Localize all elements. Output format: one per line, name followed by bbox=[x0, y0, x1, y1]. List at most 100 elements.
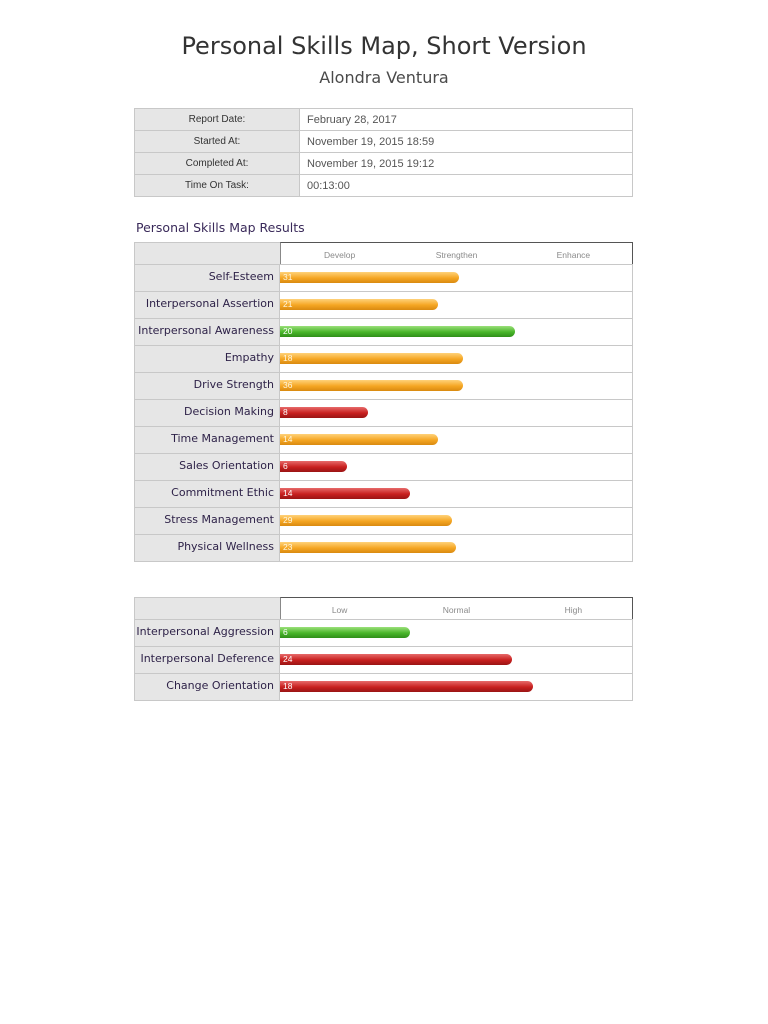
header-label-cell bbox=[134, 242, 281, 265]
skill-name: Interpersonal Awareness bbox=[134, 319, 280, 345]
results-section-title: Personal Skills Map Results bbox=[136, 220, 305, 235]
skill-score: 6 bbox=[283, 461, 288, 471]
skill-row: Change Orientation 18 bbox=[134, 674, 633, 701]
skill-row: Interpersonal Awareness 20 bbox=[134, 319, 633, 346]
info-label: Report Date: bbox=[134, 108, 300, 131]
info-label: Time On Task: bbox=[134, 174, 300, 197]
skill-score: 20 bbox=[283, 326, 293, 336]
skill-bar: 6 bbox=[280, 461, 347, 472]
skill-score: 18 bbox=[283, 681, 293, 691]
bar-area: 31 bbox=[280, 265, 633, 291]
skill-score: 6 bbox=[283, 627, 288, 637]
skill-row: Sales Orientation 6 bbox=[134, 454, 633, 481]
skill-row: Interpersonal Aggression 6 bbox=[134, 619, 633, 647]
info-label: Completed At: bbox=[134, 152, 300, 175]
skill-name: Empathy bbox=[134, 346, 280, 372]
skill-score: 18 bbox=[283, 353, 293, 363]
scale-header: Low Normal High bbox=[134, 597, 633, 620]
interpersonal-style-chart: Low Normal High Interpersonal Aggression 6 In… bbox=[134, 597, 633, 701]
skill-bar: 20 bbox=[280, 326, 515, 337]
scale-label: Normal bbox=[442, 605, 471, 615]
scale-label: Enhance bbox=[556, 250, 591, 260]
skill-bar: 29 bbox=[280, 515, 452, 526]
skill-score: 36 bbox=[283, 380, 293, 390]
skill-bar: 31 bbox=[280, 272, 459, 283]
skill-score: 21 bbox=[283, 299, 293, 309]
bar-area: 6 bbox=[280, 454, 633, 480]
skill-bar: 21 bbox=[280, 299, 438, 310]
bar-area: 18 bbox=[280, 674, 633, 700]
skill-row: Self-Esteem 31 bbox=[134, 264, 633, 292]
header-label-cell bbox=[134, 597, 281, 620]
bar-area: 24 bbox=[280, 647, 633, 673]
skill-score: 23 bbox=[283, 542, 293, 552]
skill-bar: 24 bbox=[280, 654, 512, 665]
bar-area: 18 bbox=[280, 346, 633, 372]
bar-area: 14 bbox=[280, 427, 633, 453]
skill-bar: 14 bbox=[280, 488, 410, 499]
info-row: Started At: November 19, 2015 18:59 bbox=[134, 130, 633, 153]
skill-bar: 18 bbox=[280, 353, 463, 364]
scale-label: Develop bbox=[324, 250, 356, 260]
report-info-table: Report Date: February 28, 2017 Started A… bbox=[134, 108, 633, 197]
scale-header: Develop Strengthen Enhance bbox=[134, 242, 633, 265]
skill-bar: 23 bbox=[280, 542, 456, 553]
skill-score: 8 bbox=[283, 407, 288, 417]
info-row: Time On Task: 00:13:00 bbox=[134, 174, 633, 197]
skill-name: Interpersonal Aggression bbox=[134, 620, 280, 646]
skill-bar: 36 bbox=[280, 380, 463, 391]
skill-row: Commitment Ethic 14 bbox=[134, 481, 633, 508]
skill-row: Drive Strength 36 bbox=[134, 373, 633, 400]
bar-area: 29 bbox=[280, 508, 633, 534]
bar-area: 6 bbox=[280, 620, 633, 646]
skill-bar: 14 bbox=[280, 434, 438, 445]
skill-bar: 18 bbox=[280, 681, 533, 692]
skills-results-chart: Develop Strengthen Enhance Self-Esteem 31 Int… bbox=[134, 242, 633, 562]
skill-row: Decision Making 8 bbox=[134, 400, 633, 427]
info-value: November 19, 2015 19:12 bbox=[299, 152, 633, 175]
info-value: February 28, 2017 bbox=[299, 108, 633, 131]
scale-ticks: Develop Strengthen Enhance bbox=[280, 242, 633, 264]
skill-score: 24 bbox=[283, 654, 293, 664]
bar-area: 14 bbox=[280, 481, 633, 507]
skill-name: Time Management bbox=[134, 427, 280, 453]
info-row: Completed At: November 19, 2015 19:12 bbox=[134, 152, 633, 175]
skill-row: Stress Management 29 bbox=[134, 508, 633, 535]
skill-name: Sales Orientation bbox=[134, 454, 280, 480]
skill-name: Commitment Ethic bbox=[134, 481, 280, 507]
bar-area: 20 bbox=[280, 319, 633, 345]
skill-name: Interpersonal Assertion bbox=[134, 292, 280, 318]
skill-row: Interpersonal Deference 24 bbox=[134, 647, 633, 674]
skill-bar: 6 bbox=[280, 627, 410, 638]
skill-name: Self-Esteem bbox=[134, 265, 280, 291]
info-value: November 19, 2015 18:59 bbox=[299, 130, 633, 153]
scale-label: Strengthen bbox=[435, 250, 478, 260]
scale-ticks: Low Normal High bbox=[280, 597, 633, 619]
bar-area: 8 bbox=[280, 400, 633, 426]
skill-name: Decision Making bbox=[134, 400, 280, 426]
person-name: Alondra Ventura bbox=[319, 68, 449, 87]
skill-bar: 8 bbox=[280, 407, 368, 418]
skill-name: Change Orientation bbox=[134, 674, 280, 700]
info-row: Report Date: February 28, 2017 bbox=[134, 108, 633, 131]
skill-row: Time Management 14 bbox=[134, 427, 633, 454]
scale-label: High bbox=[564, 605, 583, 615]
report-title: Personal Skills Map, Short Version bbox=[181, 32, 587, 60]
bar-area: 36 bbox=[280, 373, 633, 399]
skill-row: Interpersonal Assertion 21 bbox=[134, 292, 633, 319]
skill-score: 14 bbox=[283, 488, 293, 498]
skill-score: 31 bbox=[283, 272, 293, 282]
skill-name: Interpersonal Deference bbox=[134, 647, 280, 673]
skill-row: Empathy 18 bbox=[134, 346, 633, 373]
info-label: Started At: bbox=[134, 130, 300, 153]
bar-area: 21 bbox=[280, 292, 633, 318]
skill-name: Physical Wellness bbox=[134, 535, 280, 561]
skill-score: 29 bbox=[283, 515, 293, 525]
scale-label: Low bbox=[331, 605, 348, 615]
skill-name: Drive Strength bbox=[134, 373, 280, 399]
bar-area: 23 bbox=[280, 535, 633, 561]
skill-row: Physical Wellness 23 bbox=[134, 535, 633, 562]
info-value: 00:13:00 bbox=[299, 174, 633, 197]
skill-name: Stress Management bbox=[134, 508, 280, 534]
skill-score: 14 bbox=[283, 434, 293, 444]
